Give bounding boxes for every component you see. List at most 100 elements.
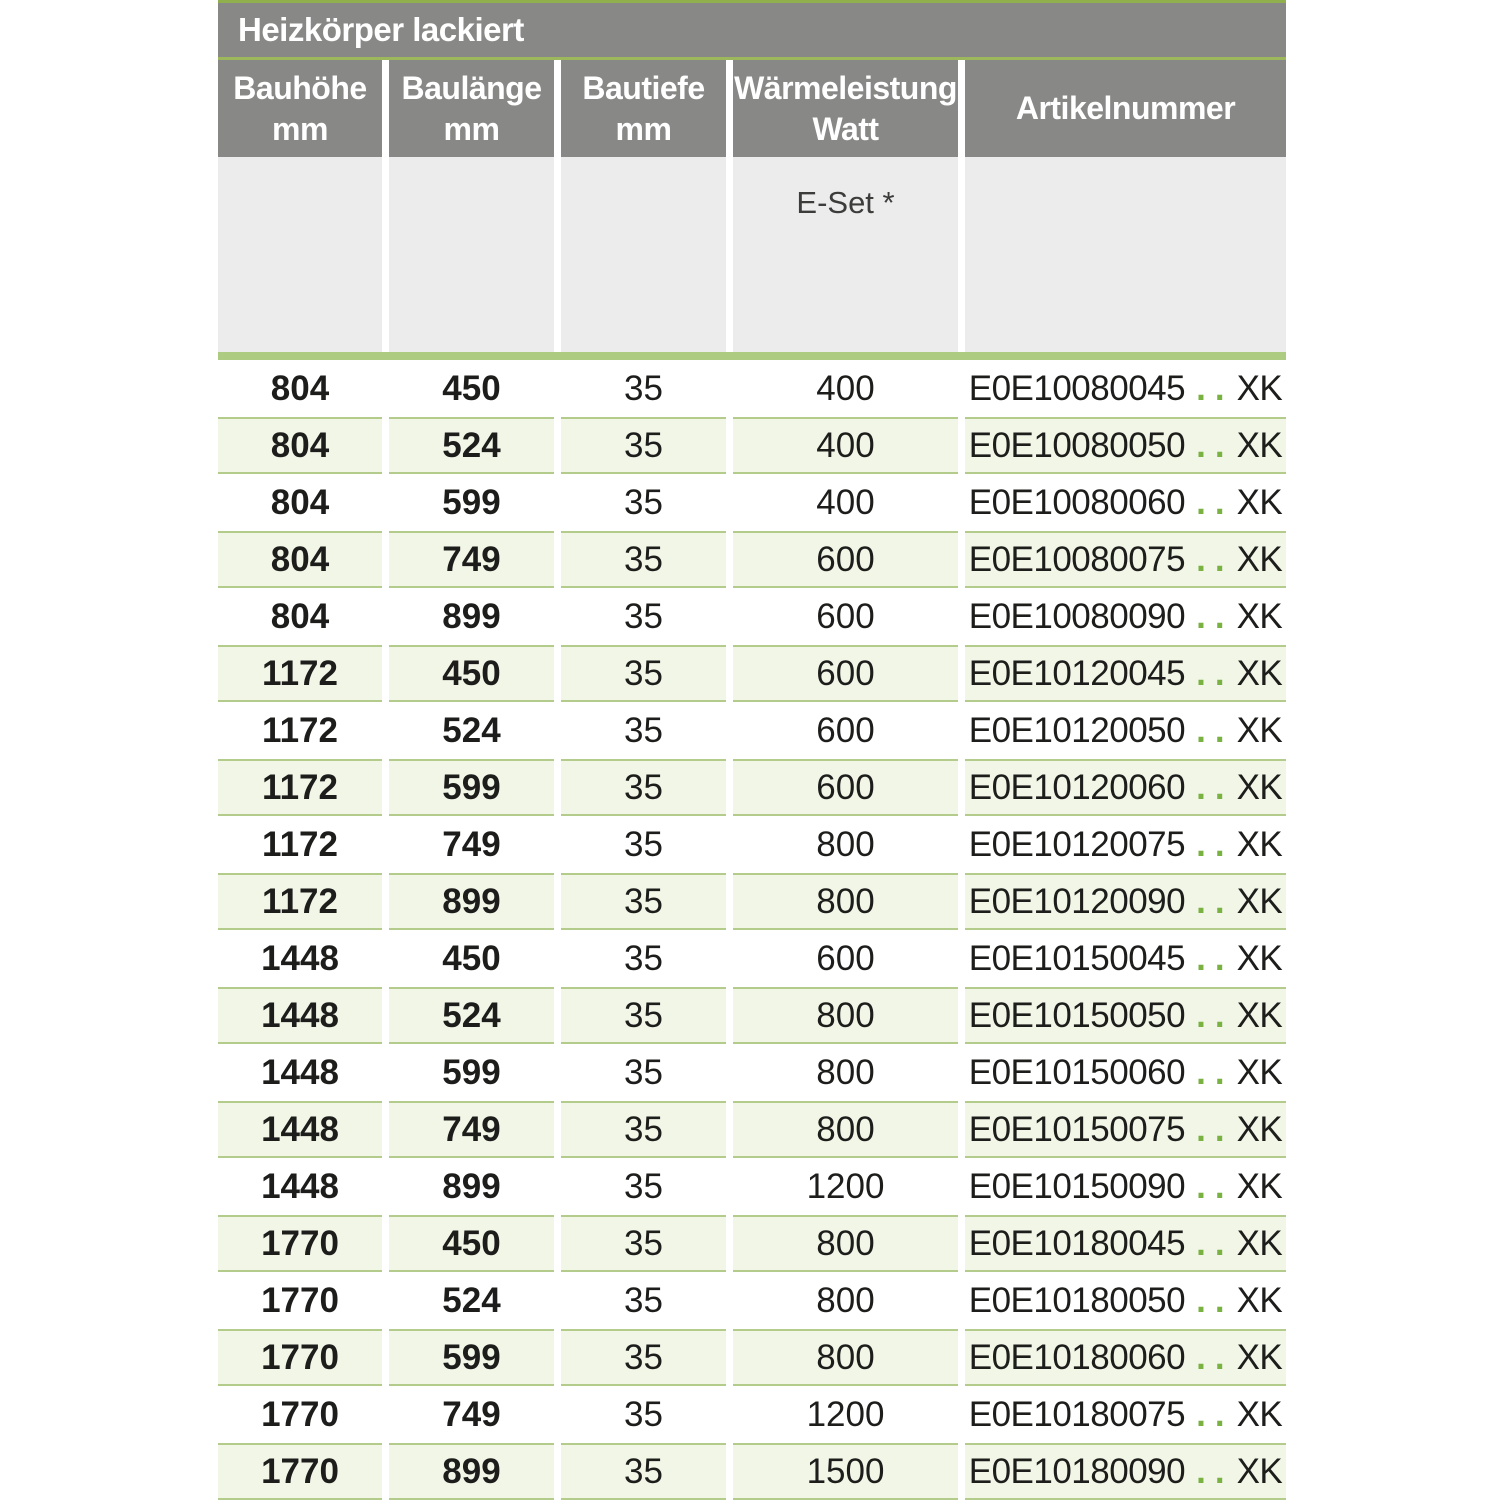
artikelnummer-prefix: E0E10120075 [968, 824, 1186, 864]
cell-bautiefe: 35 [561, 1215, 726, 1272]
table-row: 1448 450 35 600 E0E10150045 .. XK [218, 930, 1286, 987]
artikelnummer-prefix: E0E10150090 [968, 1166, 1186, 1206]
cell-bautiefe: 35 [561, 702, 726, 759]
baulaenge-value: 524 [442, 425, 501, 465]
cell-artikelnummer: E0E10180045 .. XK [965, 1215, 1286, 1272]
cell-baulaenge: 524 [389, 702, 554, 759]
bauhoehe-value: 1770 [261, 1280, 339, 1320]
cell-bautiefe: 35 [561, 360, 726, 417]
table-row: 1172 524 35 600 E0E10120050 .. XK [218, 702, 1286, 759]
cell-baulaenge: 599 [389, 759, 554, 816]
artikelnummer-dots: .. [1196, 653, 1234, 693]
cell-bautiefe: 35 [561, 759, 726, 816]
artikelnummer-prefix: E0E10080090 [968, 596, 1186, 636]
cell-artikelnummer: E0E10180050 .. XK [965, 1272, 1286, 1329]
artikelnummer-suffix: XK [1236, 1052, 1283, 1092]
cell-waermeleistung: 800 [733, 1215, 958, 1272]
bautiefe-value: 35 [624, 995, 663, 1035]
watt-value: 400 [816, 482, 875, 522]
table-row: 1770 749 35 1200 E0E10180075 .. XK [218, 1386, 1286, 1443]
bautiefe-value: 35 [624, 482, 663, 522]
artikelnummer-prefix: E0E10120060 [968, 767, 1186, 807]
watt-value: 800 [816, 824, 875, 864]
column-header-artikelnummer: Artikelnummer [965, 60, 1286, 157]
table-row: 1172 749 35 800 E0E10120075 .. XK [218, 816, 1286, 873]
artikelnummer-suffix: XK [1236, 710, 1283, 750]
table-row: 1172 599 35 600 E0E10120060 .. XK [218, 759, 1286, 816]
artikelnummer-dots: .. [1196, 1394, 1234, 1434]
watt-value: 1200 [806, 1166, 885, 1206]
subheader-cell-artikelnummer [965, 157, 1286, 352]
bautiefe-value: 35 [624, 1280, 663, 1320]
baulaenge-value: 749 [442, 1109, 501, 1149]
artikelnummer-suffix: XK [1236, 482, 1283, 522]
subheader-cell-eset: E-Set * [733, 157, 958, 352]
bauhoehe-value: 1172 [262, 653, 338, 693]
cell-bauhoehe: 1770 [218, 1272, 382, 1329]
artikelnummer-suffix: XK [1236, 1223, 1283, 1263]
cell-baulaenge: 450 [389, 645, 554, 702]
artikelnummer-prefix: E0E10180045 [968, 1223, 1186, 1263]
artikelnummer-suffix: XK [1236, 995, 1283, 1035]
baulaenge-value: 524 [442, 1280, 501, 1320]
bautiefe-value: 35 [624, 1109, 663, 1149]
cell-bauhoehe: 1770 [218, 1443, 382, 1500]
bauhoehe-value: 1448 [261, 1052, 339, 1092]
bauhoehe-value: 1448 [261, 995, 339, 1035]
bautiefe-value: 35 [624, 1166, 663, 1206]
bauhoehe-value: 1172 [262, 767, 338, 807]
column-header-label: Bautiefe [582, 69, 705, 106]
watt-value: 1200 [806, 1394, 885, 1434]
cell-artikelnummer: E0E10120090 .. XK [965, 873, 1286, 930]
bautiefe-value: 35 [624, 368, 663, 408]
artikelnummer-suffix: XK [1236, 1166, 1283, 1206]
cell-waermeleistung: 600 [733, 930, 958, 987]
column-header-unit: Watt [812, 110, 879, 147]
artikelnummer-prefix: E0E10120090 [968, 881, 1186, 921]
cell-bauhoehe: 804 [218, 474, 382, 531]
artikelnummer-suffix: XK [1236, 1280, 1283, 1320]
cell-waermeleistung: 600 [733, 531, 958, 588]
bauhoehe-value: 804 [270, 482, 330, 522]
subheader-cell-bautiefe [561, 157, 726, 352]
table-row: 804 524 35 400 E0E10080050 .. XK [218, 417, 1286, 474]
cell-waermeleistung: 600 [733, 702, 958, 759]
cell-bautiefe: 35 [561, 531, 726, 588]
artikelnummer-suffix: XK [1236, 653, 1283, 693]
artikelnummer-dots: .. [1196, 1223, 1234, 1263]
column-header-waermeleistung: Wärmeleistung Watt [733, 60, 958, 157]
artikelnummer-prefix: E0E10150060 [968, 1052, 1186, 1092]
baulaenge-value: 599 [442, 482, 501, 522]
cell-artikelnummer: E0E10120075 .. XK [965, 816, 1286, 873]
cell-waermeleistung: 800 [733, 1272, 958, 1329]
cell-waermeleistung: 1200 [733, 1158, 958, 1215]
product-table: Heizkörper lackiert Bauhöhe mm Baulänge … [218, 0, 1286, 1500]
artikelnummer-suffix: XK [1236, 824, 1283, 864]
bauhoehe-value: 1770 [261, 1394, 339, 1434]
table-row: 1770 450 35 800 E0E10180045 .. XK [218, 1215, 1286, 1272]
column-header-label: Wärmeleistung [734, 69, 957, 106]
artikelnummer-dots: .. [1196, 368, 1234, 408]
table-subheader-row: E-Set * [218, 157, 1286, 352]
artikelnummer-prefix: E0E10120045 [968, 653, 1186, 693]
cell-bautiefe: 35 [561, 588, 726, 645]
subheader-cell-bauhoehe [218, 157, 382, 352]
bautiefe-value: 35 [624, 425, 663, 465]
table-row: 1448 524 35 800 E0E10150050 .. XK [218, 987, 1286, 1044]
cell-baulaenge: 450 [389, 1215, 554, 1272]
bauhoehe-value: 804 [270, 596, 330, 636]
cell-artikelnummer: E0E10180075 .. XK [965, 1386, 1286, 1443]
watt-value: 600 [816, 767, 875, 807]
cell-bautiefe: 35 [561, 1044, 726, 1101]
bauhoehe-value: 804 [270, 425, 330, 465]
bauhoehe-value: 1770 [261, 1451, 339, 1491]
cell-waermeleistung: 1500 [733, 1443, 958, 1500]
bautiefe-value: 35 [624, 710, 663, 750]
cell-artikelnummer: E0E10080090 .. XK [965, 588, 1286, 645]
baulaenge-value: 599 [442, 767, 501, 807]
artikelnummer-prefix: E0E10080045 [968, 368, 1186, 408]
artikelnummer-dots: .. [1196, 1109, 1234, 1149]
cell-bautiefe: 35 [561, 930, 726, 987]
column-header-label: Artikelnummer [1015, 90, 1236, 126]
baulaenge-value: 450 [442, 938, 501, 978]
